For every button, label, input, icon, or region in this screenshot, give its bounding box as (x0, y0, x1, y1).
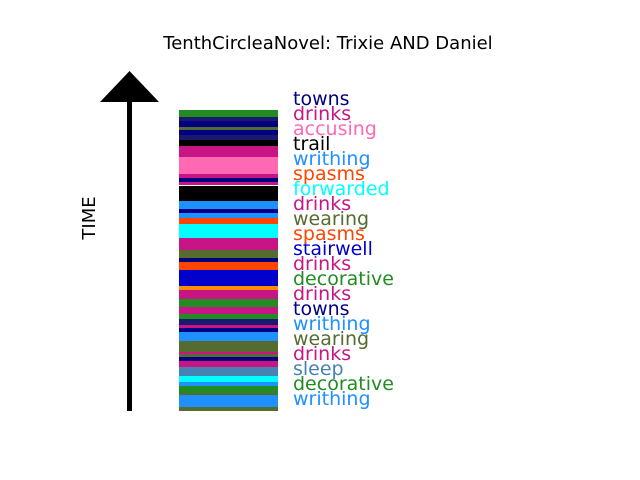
timeline-stripe (179, 314, 278, 319)
timeline-stripe (179, 127, 278, 130)
timeline-stripe (179, 367, 278, 376)
timeline-stripe (179, 361, 278, 367)
timeline-stripe (179, 140, 278, 146)
timeline-label: trail (293, 133, 330, 155)
timeline-label: towns (293, 298, 350, 320)
timeline-stripe (179, 182, 278, 185)
timeline-label: drinks (293, 253, 351, 275)
timeline-stripe (179, 238, 278, 250)
timeline-stripe (179, 307, 278, 314)
timeline-stripe (179, 341, 278, 352)
timeline-stripe (179, 201, 278, 209)
timeline-stripe (179, 117, 278, 121)
timeline-stripe (179, 157, 278, 174)
timeline-stripe (179, 286, 278, 290)
timeline-stripe (179, 290, 278, 299)
timeline-stripe (179, 185, 278, 186)
time-arrow-head (100, 71, 159, 102)
timeline-stripes (179, 110, 278, 411)
timeline-stripe (179, 319, 278, 325)
timeline-label: stairwell (293, 238, 373, 260)
timeline-stripe (179, 186, 278, 201)
timeline-stripe (179, 352, 278, 354)
timeline-label: towns (293, 88, 350, 110)
timeline-label: wearing (293, 328, 369, 350)
timeline-stripe (179, 218, 278, 224)
timeline-label: drinks (293, 103, 351, 125)
timeline-labels: writhingdecorativesleepdrinkswearingwrit… (293, 88, 394, 410)
timeline-label: forwarded (293, 178, 390, 200)
timeline-stripe (179, 258, 278, 262)
timeline-label: drinks (293, 343, 351, 365)
timeline-label: spasms (293, 163, 365, 185)
timeline-stripe (179, 110, 278, 117)
timeline-stripe (179, 354, 278, 357)
timeline-label: accusing (293, 118, 377, 140)
timeline-stripe (179, 135, 278, 140)
timeline-stripe (179, 224, 278, 238)
timeline-stripe (179, 121, 278, 127)
timeline-stripe (179, 332, 278, 341)
timeline-label: writhing (293, 148, 371, 170)
timeline-stripe (179, 270, 278, 286)
timeline-stripe (179, 376, 278, 382)
timeline-label: sleep (293, 358, 344, 380)
timeline-stripe (179, 357, 278, 361)
timeline-stripe (179, 395, 278, 407)
timeline-label: spasms (293, 223, 365, 245)
time-axis-label: TIME (79, 196, 100, 240)
timeline-stripe (179, 393, 278, 395)
timeline-stripe (179, 299, 278, 307)
timeline-stripe (179, 328, 278, 332)
timeline-stripe (179, 262, 278, 270)
timeline-stripe (179, 213, 278, 218)
timeline-stripe (179, 174, 278, 178)
timeline-stripe (179, 407, 278, 411)
timeline-stripe (179, 209, 278, 213)
timeline-label: writhing (293, 388, 371, 410)
chart-title: TenthCircleaNovel: Trixie AND Daniel (162, 33, 492, 54)
timeline-stripe (179, 325, 278, 328)
timeline-label: drinks (293, 283, 351, 305)
timeline-label: wearing (293, 208, 369, 230)
timeline-stripe (179, 382, 278, 386)
timeline-label: writhing (293, 313, 371, 335)
timeline-stripe (179, 250, 278, 258)
timeline-label: decorative (293, 268, 394, 290)
timeline-label: decorative (293, 373, 394, 395)
timeline-stripe (179, 386, 278, 393)
timeline-stripe (179, 146, 278, 157)
timeline-stripe (179, 178, 278, 182)
timeline-label: drinks (293, 193, 351, 215)
timeline-stripe (179, 130, 278, 135)
